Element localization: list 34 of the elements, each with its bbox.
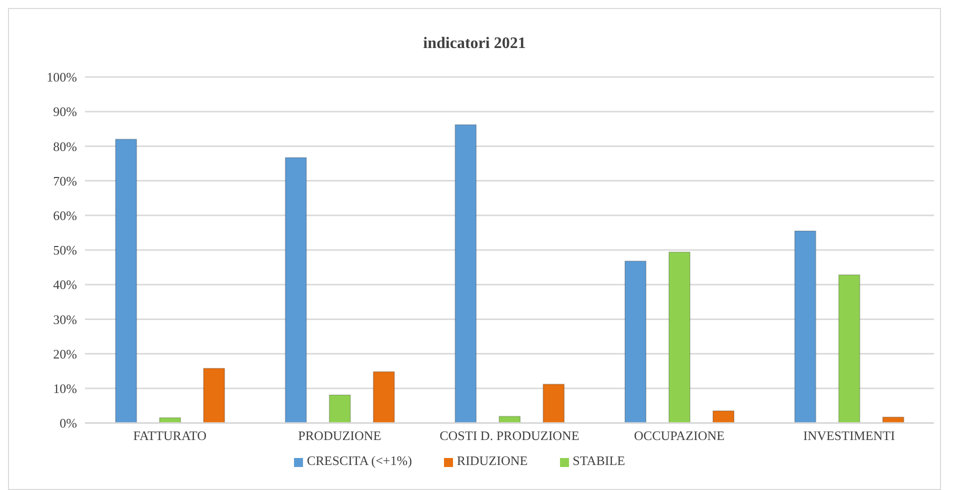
bar [712, 410, 734, 423]
y-tick-label: 10% [53, 381, 78, 396]
chart-title: indicatori 2021 [422, 35, 527, 54]
x-tick-label: PRODUZIONE [298, 428, 382, 444]
legend-label: STABILE [572, 453, 626, 468]
y-tick-label: 20% [53, 346, 78, 362]
legend-label: CRESCITA (<+1%) [306, 453, 412, 468]
y-tick-label: 40% [53, 277, 78, 292]
y-tick-label: 60% [53, 208, 78, 224]
bar [624, 260, 646, 423]
y-tick-label: 100% [46, 70, 78, 85]
y-tick-label: 30% [53, 312, 78, 327]
x-tick-label: FATTURATO [133, 428, 206, 444]
y-tick-label: 0% [60, 416, 78, 431]
y-tick-label: 80% [53, 138, 78, 154]
legend-label: RIDUZIONE [456, 453, 528, 468]
bar [328, 394, 351, 423]
x-tick-label: INVESTIMENTI [803, 428, 895, 444]
y-tick-label: 90% [53, 104, 78, 120]
x-tick-label: OCCUPAZIONE [634, 428, 725, 444]
bar [668, 252, 690, 423]
y-tick-label: 50% [53, 242, 78, 258]
bar [542, 384, 565, 423]
bar [794, 230, 816, 423]
bar [882, 416, 904, 423]
bar [838, 274, 860, 423]
bar [498, 416, 521, 423]
bar [454, 124, 477, 423]
bar [115, 138, 138, 423]
bar [372, 371, 395, 423]
bar [284, 157, 307, 423]
bar [203, 368, 226, 423]
y-tick-label: 70% [53, 173, 78, 188]
x-tick-label: COSTI D. PRODUZIONE [440, 428, 580, 444]
